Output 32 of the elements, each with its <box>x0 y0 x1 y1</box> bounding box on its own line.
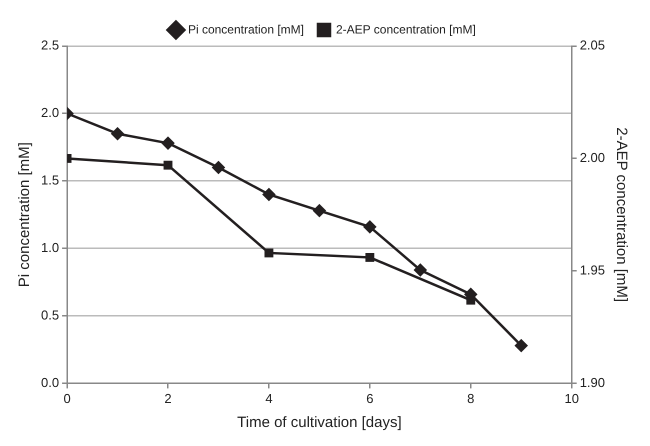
y-tick-label: 2.0 <box>40 105 60 120</box>
y-tick-label: 2.5 <box>40 38 60 53</box>
x-tick-label: 4 <box>265 390 273 406</box>
point <box>264 248 274 258</box>
point <box>365 253 374 262</box>
point <box>313 204 326 217</box>
point <box>164 160 172 170</box>
y-tick-label: 0.0 <box>40 374 60 390</box>
point <box>262 188 276 201</box>
point <box>212 161 225 174</box>
y-tick-label: 1.5 <box>40 172 60 188</box>
y2-tick-label: 2.05 <box>580 38 606 53</box>
y-tick-label: 0.5 <box>40 308 60 322</box>
y2-tick-label: 1.95 <box>580 262 606 278</box>
y-tick-label: 1.0 <box>40 240 60 256</box>
x-tick-label: 8 <box>467 390 474 406</box>
x-tick-label: 2 <box>164 390 172 406</box>
x-axis-title: Time of cultivation [days] <box>237 414 402 432</box>
point <box>414 264 427 276</box>
legend-label: Pi concentration [mM] <box>188 22 304 36</box>
y-axis-title: Pi concentration [mM] <box>16 142 34 288</box>
y2-axis-title: 2-AEP concentration [mM] <box>612 127 630 302</box>
y2-tick-label: 1.90 <box>580 374 606 390</box>
x-tick-label: 6 <box>366 390 374 406</box>
x-tick-label: 0 <box>63 390 71 406</box>
x-tick-label: 10 <box>564 390 579 406</box>
legend-label: 2-AEP concentration [mM] <box>336 22 476 36</box>
point <box>111 127 124 140</box>
point <box>364 220 376 234</box>
point <box>162 136 174 150</box>
y2-tick-label: 2.00 <box>580 150 606 166</box>
point <box>514 339 528 352</box>
